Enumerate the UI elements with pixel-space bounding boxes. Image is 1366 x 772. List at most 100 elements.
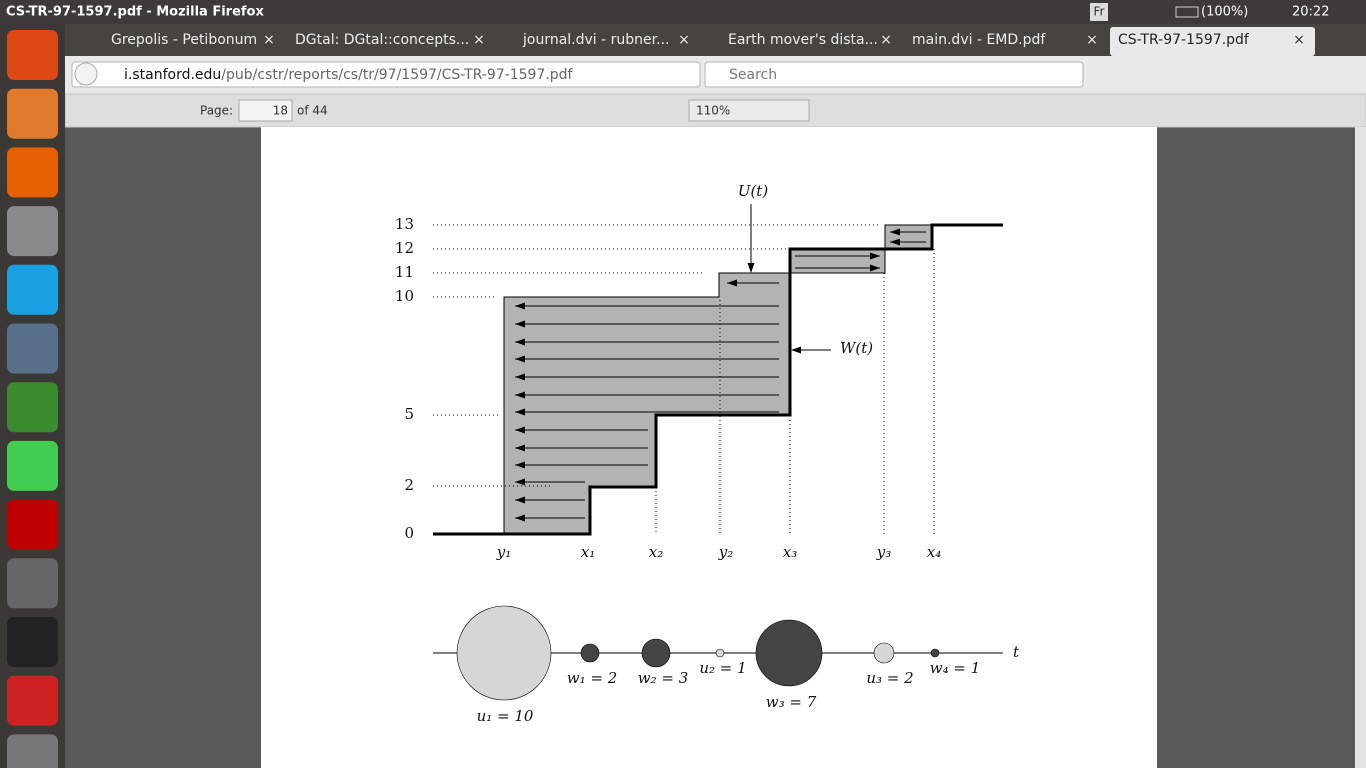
launcher-icon[interactable]: [7, 88, 58, 139]
arrow-head: [515, 478, 525, 486]
launcher-icon[interactable]: [7, 440, 58, 491]
launcher-icon[interactable]: [7, 558, 58, 609]
weight-label: w₃ = 7: [766, 693, 817, 711]
launcher-icon[interactable]: [7, 675, 58, 726]
tab[interactable]: [1110, 27, 1315, 56]
x-label: y₂: [718, 543, 734, 561]
search-bar[interactable]: [704, 61, 1084, 88]
window-title: CS-TR-97-1597.pdf - Mozilla Firefox: [6, 5, 264, 20]
launcher-icon[interactable]: [7, 734, 58, 772]
tab[interactable]: [702, 27, 902, 56]
y-label: 5: [404, 405, 414, 423]
tab-close[interactable]: ×: [1293, 32, 1305, 48]
axis-label: t: [1013, 643, 1020, 661]
page-number[interactable]: 18: [273, 104, 288, 118]
mass-circle: [641, 638, 671, 668]
kb-label[interactable]: Fr: [1094, 5, 1105, 19]
tab-title[interactable]: main.dvi - EMD.pdf: [912, 32, 1046, 48]
tab[interactable]: [497, 27, 700, 56]
battery-label[interactable]: (100%): [1201, 5, 1248, 20]
launcher-icon[interactable]: [7, 30, 58, 80]
tab-close[interactable]: ×: [880, 32, 892, 48]
clock[interactable]: 20:22: [1292, 5, 1329, 20]
url-host[interactable]: i.stanford.edu: [124, 67, 221, 83]
figure: 13 12 11 10 5 2 0 y₁ x₁ x₂ y₂ x₃ y₃ x₄ U(t) W(t) u₁ = 10…: [395, 182, 1020, 725]
url-bar[interactable]: [71, 61, 701, 88]
y-label: 12: [395, 239, 414, 257]
tab-close[interactable]: ×: [263, 32, 275, 48]
arrow-head: [791, 346, 801, 354]
arrow-head: [515, 496, 525, 504]
tab[interactable]: [85, 27, 285, 56]
weight-label: u₂ = 1: [699, 659, 746, 677]
y-label: 11: [395, 263, 414, 281]
mass-circle: [456, 605, 552, 701]
page-count: of 44: [297, 104, 328, 118]
zoom-value[interactable]: 110%: [696, 104, 730, 118]
url-path[interactable]: /pub/cstr/reports/cs/tr/97/1597/CS-TR-97…: [221, 67, 573, 83]
x-label: x₁: [581, 543, 595, 561]
page-input[interactable]: [238, 99, 293, 122]
tab-close[interactable]: ×: [473, 32, 485, 48]
u-curve: [503, 224, 932, 534]
x-label: x₂: [649, 543, 663, 561]
battery-icon[interactable]: [1175, 6, 1199, 18]
shaded-region: [504, 273, 790, 534]
arrow-head: [515, 514, 525, 522]
x-label: y₃: [876, 543, 892, 561]
zoom-select[interactable]: [688, 99, 810, 122]
arrow-head: [515, 461, 525, 469]
tab-close[interactable]: ×: [1086, 32, 1098, 48]
arrow-head: [727, 279, 737, 287]
weight-label: w₄ = 1: [930, 659, 981, 677]
arrow-head: [890, 238, 900, 246]
arrow-head: [515, 426, 525, 434]
w-curve: [433, 223, 1003, 536]
w-label: W(t): [840, 339, 873, 357]
weight-label: u₃ = 2: [866, 669, 913, 687]
mass-circle: [873, 642, 895, 664]
arrow-head: [870, 252, 880, 260]
launcher-icon[interactable]: [7, 206, 58, 257]
tab-title[interactable]: Grepolis - Petibonum: [111, 32, 257, 48]
search-placeholder[interactable]: Search: [729, 67, 777, 83]
y-label: 13: [395, 215, 414, 233]
launcher-icon[interactable]: [7, 147, 58, 198]
tab-title[interactable]: journal.dvi - rubner...: [522, 32, 669, 48]
arrow-head: [515, 408, 525, 416]
weight-label: w₁ = 2: [567, 669, 618, 687]
back-button[interactable]: [74, 62, 98, 86]
y-label: 2: [404, 476, 414, 494]
kb-icon[interactable]: [1090, 3, 1108, 21]
launcher-icon[interactable]: [7, 264, 58, 315]
scrollbar[interactable]: [1355, 127, 1366, 768]
shaded-region: [885, 225, 932, 249]
mass-circle: [930, 648, 940, 658]
arrow-head: [515, 391, 525, 399]
launcher-icon[interactable]: [7, 617, 58, 667]
tab-close[interactable]: ×: [678, 32, 690, 48]
pdf-page: [261, 127, 1157, 768]
weight-label: u₁ = 10: [477, 707, 534, 725]
arrow-head: [870, 264, 880, 272]
u-label: U(t): [738, 182, 769, 200]
page-label: Page:: [200, 104, 233, 118]
mass-circle: [755, 619, 823, 687]
title-bar: [0, 0, 1366, 24]
url[interactable]: i.stanford.edu/pub/cstr/reports/cs/tr/97…: [124, 67, 574, 83]
y-label: 0: [404, 524, 414, 542]
launcher-icon[interactable]: [7, 499, 58, 550]
launcher-icon[interactable]: [7, 323, 58, 374]
arrow-head: [747, 263, 755, 273]
arrow-head: [515, 355, 525, 363]
tab-title[interactable]: DGtal: DGtal::concepts...: [295, 32, 469, 48]
tab-title[interactable]: Earth mover's dista...: [728, 32, 878, 48]
arrow-head: [515, 320, 525, 328]
tab-title[interactable]: CS-TR-97-1597.pdf: [1118, 32, 1250, 48]
y-label: 10: [395, 287, 414, 305]
tab[interactable]: [287, 27, 495, 56]
arrow-head: [515, 302, 525, 310]
launcher-icon[interactable]: [7, 382, 58, 433]
tab[interactable]: [904, 27, 1108, 56]
